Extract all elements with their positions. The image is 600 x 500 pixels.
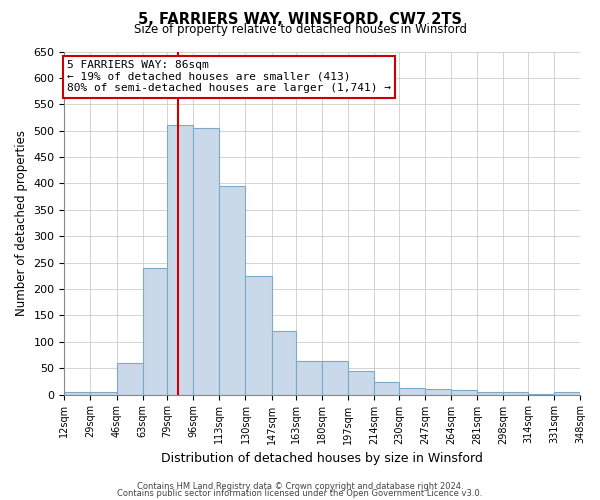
Bar (374, 382, 399, 394)
Text: Contains HM Land Registry data © Crown copyright and database right 2024.: Contains HM Land Registry data © Crown c… (137, 482, 463, 491)
Bar (348, 371, 374, 394)
Bar (451, 390, 477, 394)
X-axis label: Distribution of detached houses by size in Winsford: Distribution of detached houses by size … (161, 452, 483, 465)
Text: 5, FARRIERS WAY, WINSFORD, CW7 2TS: 5, FARRIERS WAY, WINSFORD, CW7 2TS (138, 12, 462, 28)
Bar (477, 392, 503, 394)
Text: Size of property relative to detached houses in Winsford: Size of property relative to detached ho… (133, 22, 467, 36)
Text: Contains public sector information licensed under the Open Government Licence v3: Contains public sector information licen… (118, 488, 482, 498)
Bar (503, 392, 528, 394)
Bar (91, 392, 116, 394)
Bar (64, 392, 91, 394)
Bar (322, 362, 348, 394)
Bar (399, 388, 425, 394)
Bar (554, 392, 580, 394)
Text: 5 FARRIERS WAY: 86sqm
← 19% of detached houses are smaller (413)
80% of semi-det: 5 FARRIERS WAY: 86sqm ← 19% of detached … (67, 60, 391, 94)
Bar (167, 126, 193, 394)
Y-axis label: Number of detached properties: Number of detached properties (15, 130, 28, 316)
Bar (143, 268, 167, 394)
Bar (220, 186, 245, 394)
Bar (245, 276, 272, 394)
Bar (296, 362, 322, 394)
Bar (116, 363, 143, 394)
Bar (425, 390, 451, 394)
Bar (272, 331, 296, 394)
Bar (193, 128, 220, 394)
